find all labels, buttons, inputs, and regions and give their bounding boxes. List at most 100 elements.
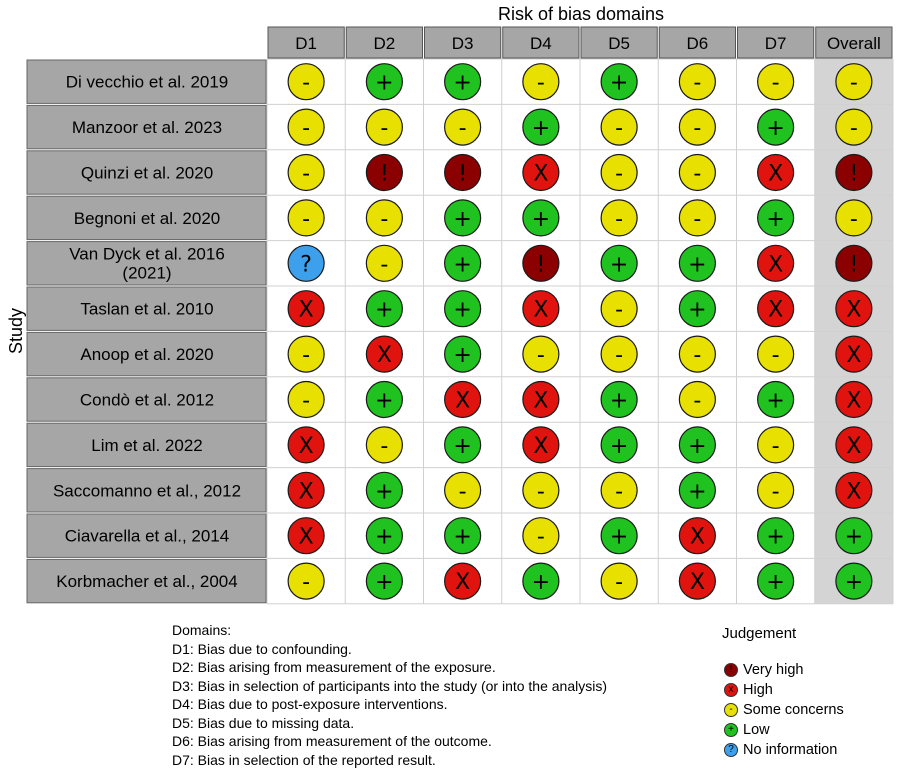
judgement-mark-low <box>600 380 638 419</box>
study-label: Condò et al. 2012 <box>80 391 214 410</box>
study-label-bg <box>26 241 267 286</box>
judgement-symbol-high: X <box>455 389 470 414</box>
domain-d3-desc: D3: Bias in selection of participants in… <box>172 677 607 696</box>
column-header-d6: D6 <box>687 34 709 53</box>
column-header-bg-d3 <box>424 26 502 59</box>
domains-legend: Domains: D1: Bias due to confounding. D2… <box>172 621 607 769</box>
judgement-symbol-low: + <box>375 525 393 550</box>
judgement-mark-some <box>287 380 325 419</box>
judgement-mark-high <box>835 290 873 328</box>
judgement-mark-low <box>678 426 716 464</box>
judgement-symbol-some: - <box>772 71 780 96</box>
judgement-mark-low <box>678 290 716 328</box>
judgement-symbol-high: X <box>690 525 705 550</box>
judgement-symbol-some: - <box>302 570 310 595</box>
judgement-symbol-veryhigh: ! <box>536 252 545 277</box>
judgement-mark-low <box>444 335 482 373</box>
judgement-mark-low <box>444 63 482 101</box>
study-label-bg <box>26 468 267 513</box>
judgement-symbol-some: - <box>380 252 388 277</box>
very-high-icon: ! <box>724 663 738 677</box>
legend-label-veryhigh: Very high <box>743 662 804 678</box>
judgement-mark-some <box>600 153 638 192</box>
study-label: Taslan et al. 2010 <box>80 300 213 319</box>
judgement-symbol-noinfo: ? <box>300 252 312 277</box>
legend-item-some: - Some concerns <box>722 700 844 720</box>
judgement-mark-some <box>287 199 325 237</box>
judgement-mark-low <box>600 63 638 101</box>
judgement-mark-some <box>522 471 560 509</box>
judgement-mark-high <box>522 380 560 419</box>
judgement-mark-some <box>287 108 325 146</box>
judgement-symbol-high: X <box>533 389 548 414</box>
judgement-mark-low <box>757 517 795 555</box>
judgement-symbol-veryhigh: ! <box>458 162 467 187</box>
judgement-mark-low <box>835 562 873 600</box>
column-header-bg-d5 <box>580 26 658 59</box>
judgement-symbol-some: - <box>615 298 623 323</box>
domain-d3-note: (or into the analysis) <box>477 677 608 694</box>
judgement-symbol-low: + <box>453 343 471 368</box>
judgement-mark-high <box>757 244 795 282</box>
judgement-symbol-high: X <box>768 162 783 187</box>
judgement-symbol-some: - <box>615 162 623 187</box>
study-label-bg <box>26 150 267 195</box>
judgement-mark-some <box>678 335 716 373</box>
judgement-symbol-veryhigh: ! <box>380 162 389 187</box>
judgement-symbol-low: + <box>532 570 550 595</box>
judgement-symbol-some: - <box>615 479 623 504</box>
judgement-symbol-some: - <box>380 116 388 141</box>
domain-d1-desc: D1: Bias due to confounding. <box>172 640 352 657</box>
judgement-mark-low <box>522 199 560 237</box>
domain-d5-desc: D5: Bias due to missing data. <box>172 714 355 731</box>
judgement-symbol-low: + <box>688 434 706 459</box>
judgement-mark-low <box>757 108 795 146</box>
judgement-mark-some <box>522 63 560 101</box>
judgement-symbol-low: + <box>766 389 784 414</box>
judgement-mark-low <box>600 426 638 464</box>
judgement-mark-some <box>600 562 638 600</box>
judgement-symbol-low: + <box>766 207 784 232</box>
judgement-symbol-some: - <box>459 116 467 141</box>
judgement-mark-some <box>365 108 403 146</box>
high-icon: x <box>724 683 738 697</box>
judgement-symbol-some: - <box>380 207 388 232</box>
judgement-mark-veryhigh <box>835 244 873 282</box>
judgement-symbol-low: + <box>375 479 393 504</box>
judgement-mark-veryhigh <box>522 244 560 282</box>
judgement-mark-some <box>835 63 873 101</box>
judgement-symbol-low: + <box>453 434 471 459</box>
judgement-symbol-low: + <box>688 479 706 504</box>
judgement-mark-some <box>365 244 403 282</box>
judgement-symbol-low: + <box>453 525 471 550</box>
judgement-symbol-low: + <box>610 252 628 277</box>
column-header-d7: D7 <box>765 34 787 53</box>
judgement-mark-low <box>757 562 795 600</box>
judgement-mark-low <box>757 199 795 237</box>
some-concerns-icon: - <box>724 703 738 717</box>
judgement-mark-some <box>444 108 482 146</box>
judgement-symbol-low: + <box>610 525 628 550</box>
judgement-symbol-high: X <box>533 162 548 187</box>
judgement-mark-high <box>757 153 795 192</box>
study-label-bg <box>26 104 267 150</box>
judgement-mark-noinfo <box>287 244 325 282</box>
column-header-bg-overall <box>815 26 893 59</box>
judgement-mark-low <box>444 290 482 328</box>
judgement-symbol-low: + <box>688 298 706 323</box>
judgement-mark-low <box>444 244 482 282</box>
judgement-mark-low <box>444 517 482 555</box>
judgement-symbol-some: - <box>693 207 701 232</box>
judgement-symbol-some: - <box>693 343 701 368</box>
judgement-symbol-high: X <box>299 479 314 504</box>
judgement-mark-veryhigh <box>835 153 873 192</box>
judgement-symbol-some: - <box>693 389 701 414</box>
judgement-symbol-low: + <box>610 434 628 459</box>
judgement-symbol-low: + <box>610 389 628 414</box>
judgement-mark-high <box>835 426 873 464</box>
judgement-mark-high <box>835 471 873 509</box>
judgement-symbol-some: - <box>537 525 545 550</box>
judgement-mark-low <box>365 562 403 600</box>
y-axis-label: Study <box>6 308 26 354</box>
judgement-symbol-high: X <box>768 252 783 277</box>
